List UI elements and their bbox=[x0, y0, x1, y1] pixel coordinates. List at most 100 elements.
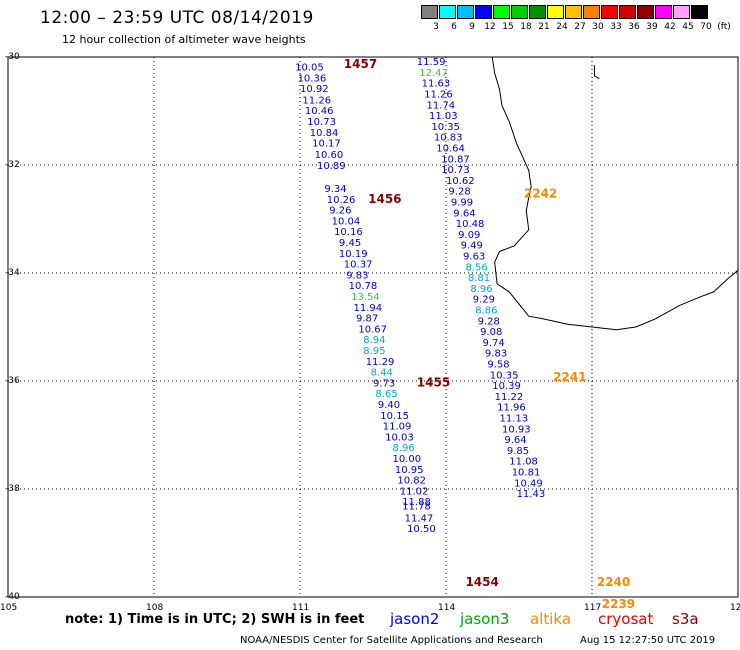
color-scale-label: 27 bbox=[574, 22, 586, 32]
wave-height-value: 10.50 bbox=[407, 524, 436, 535]
track-label: 2242 bbox=[524, 186, 557, 200]
wave-height-value: 9.83 bbox=[346, 270, 368, 281]
satellite-legend-cryosat: cryosat bbox=[598, 610, 654, 628]
wave-height-value: 10.26 bbox=[327, 195, 356, 206]
wave-height-value: 12.47 bbox=[419, 68, 448, 79]
wave-height-value: 10.35 bbox=[431, 122, 460, 133]
wave-height-value: 9.28 bbox=[478, 316, 500, 327]
wave-height-value: 9.58 bbox=[487, 360, 509, 371]
color-scale-label: 36 bbox=[628, 22, 640, 32]
wave-height-value: 8.44 bbox=[371, 368, 393, 379]
track-label: 2240 bbox=[597, 575, 630, 589]
wave-height-value: 8.96 bbox=[392, 443, 414, 454]
wave-height-value: 9.29 bbox=[473, 295, 495, 306]
wave-height-value: 10.82 bbox=[397, 476, 426, 487]
wave-height-value: 11.59 bbox=[417, 57, 446, 68]
wave-height-value: 11.43 bbox=[517, 489, 546, 500]
wave-height-value: 11.08 bbox=[509, 457, 538, 468]
lon-label: 105 bbox=[0, 603, 18, 613]
wave-height-value: 10.64 bbox=[436, 144, 465, 155]
generated-timestamp: Aug 15 12:27:50 UTC 2019 bbox=[580, 635, 716, 646]
color-scale-label: 42 bbox=[664, 22, 676, 32]
color-scale-swatch bbox=[511, 5, 528, 19]
color-scale-label: 70 bbox=[700, 22, 712, 32]
color-scale-label: 30 bbox=[592, 22, 604, 32]
color-scale-swatch bbox=[601, 5, 618, 19]
wave-height-value: 10.73 bbox=[441, 165, 470, 176]
wave-height-value: 10.39 bbox=[492, 381, 521, 392]
wave-height-value: 8.81 bbox=[468, 273, 490, 284]
wave-height-value: 10.36 bbox=[298, 73, 327, 84]
lat-label: -40 bbox=[5, 592, 20, 602]
wave-height-value: 9.09 bbox=[458, 230, 480, 241]
wave-height-value: 10.48 bbox=[456, 219, 485, 230]
wave-height-value: 11.74 bbox=[427, 100, 456, 111]
wave-height-value: 9.87 bbox=[356, 314, 378, 325]
map-frame bbox=[7, 56, 739, 598]
wave-height-value: 10.35 bbox=[490, 370, 519, 381]
wave-height-value: 9.49 bbox=[461, 241, 483, 252]
color-scale-swatch bbox=[637, 5, 654, 19]
wave-height-value: 10.92 bbox=[300, 84, 329, 95]
color-scale-label: 6 bbox=[451, 22, 457, 32]
color-scale-swatch bbox=[547, 5, 564, 19]
lat-label: -36 bbox=[5, 376, 20, 386]
color-scale-swatch bbox=[673, 5, 690, 19]
track-label: 2241 bbox=[553, 370, 586, 384]
wave-height-value: 11.13 bbox=[500, 414, 529, 425]
wave-height-value: 9.99 bbox=[451, 198, 473, 209]
color-scale-swatch bbox=[691, 5, 708, 19]
color-scale-swatch bbox=[565, 5, 582, 19]
wave-height-value: 11.88 bbox=[402, 497, 431, 508]
lon-label: 111 bbox=[292, 603, 310, 613]
wave-height-value: 9.85 bbox=[507, 446, 529, 457]
credit-text: NOAA/NESDIS Center for Satellite Applica… bbox=[240, 635, 543, 646]
wave-height-value: 11.63 bbox=[422, 79, 451, 90]
wave-height-value: 10.46 bbox=[305, 106, 334, 117]
wave-height-value: 10.62 bbox=[446, 176, 475, 187]
wave-height-value: 8.86 bbox=[475, 306, 497, 317]
wave-height-value: 11.78 bbox=[402, 502, 431, 513]
map-subtitle: 12 hour collection of altimeter wave hei… bbox=[62, 33, 306, 46]
wave-height-value: 8.95 bbox=[363, 346, 385, 357]
wave-height-value: 10.60 bbox=[315, 150, 344, 161]
color-scale-label: 3 bbox=[433, 22, 439, 32]
footer-note: note: 1) Time is in UTC; 2) SWH is in fe… bbox=[65, 612, 365, 627]
wave-height-value: 10.16 bbox=[334, 227, 363, 238]
wave-height-value: 9.26 bbox=[329, 206, 351, 217]
wave-height-value: 9.28 bbox=[448, 187, 470, 198]
wave-height-value: 10.93 bbox=[502, 424, 531, 435]
wave-height-value: 10.00 bbox=[392, 454, 421, 465]
wave-height-value: 8.94 bbox=[363, 335, 385, 346]
wave-height-value: 11.96 bbox=[497, 403, 526, 414]
wave-height-value: 9.34 bbox=[324, 184, 346, 195]
wave-height-value: 10.89 bbox=[317, 161, 346, 172]
wave-height-value: 11.09 bbox=[383, 422, 412, 433]
track-label: 2239 bbox=[602, 597, 635, 611]
wave-height-value: 11.47 bbox=[405, 513, 434, 524]
lon-label: 114 bbox=[438, 603, 456, 613]
wave-height-value: 9.08 bbox=[480, 327, 502, 338]
color-scale-label: 21 bbox=[538, 22, 550, 32]
satellite-legend-s3a: s3a bbox=[672, 610, 699, 628]
color-scale-label: 9 bbox=[469, 22, 475, 32]
satellite-legend-altika: altika bbox=[530, 610, 572, 628]
wave-height-value: 11.26 bbox=[302, 95, 331, 106]
wave-height-value: 10.95 bbox=[395, 465, 424, 476]
wave-height-value: 8.96 bbox=[470, 284, 492, 295]
lon-label: 108 bbox=[146, 603, 164, 613]
color-scale-swatch bbox=[457, 5, 474, 19]
color-scale-swatch bbox=[619, 5, 636, 19]
wave-height-value: 11.02 bbox=[400, 486, 429, 497]
wave-height-value: 11.03 bbox=[429, 111, 458, 122]
wave-height-value: 9.83 bbox=[485, 349, 507, 360]
wave-height-value: 10.81 bbox=[512, 468, 541, 479]
wave-height-value: 11.22 bbox=[495, 392, 524, 403]
wave-height-value: 9.74 bbox=[483, 338, 505, 349]
color-scale-label: 12 bbox=[484, 22, 496, 32]
wave-height-value: 10.73 bbox=[307, 117, 336, 128]
color-scale-label: 39 bbox=[646, 22, 658, 32]
track-label: 1454 bbox=[465, 575, 498, 589]
wave-height-value: 11.26 bbox=[424, 90, 453, 101]
